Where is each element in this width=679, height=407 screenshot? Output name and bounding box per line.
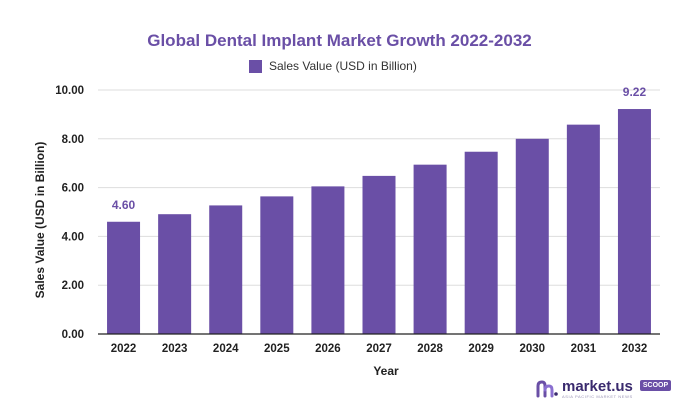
y-tick-label: 0.00 [62,329,84,341]
bar-2026 [311,186,345,334]
market-us-logo-icon [536,380,558,398]
bar-2022 [107,221,141,334]
legend-label: Sales Value (USD in Billion) [269,59,417,73]
y-axis-title: Sales Value (USD in Billion) [33,142,47,299]
x-tick-label: 2031 [571,343,597,355]
bar-2024 [209,205,243,334]
market-us-logo: market.us ASIA PACIFIC MARKET NEWS SCOOP [536,376,672,402]
x-tick-label: 2027 [366,343,392,355]
data-label-2022: 4.60 [112,198,136,212]
bar-2027 [362,175,396,334]
bar-2025 [260,196,294,334]
bar-2031 [566,124,600,334]
bar-2023 [158,214,192,334]
x-axis-title: Year [373,364,399,378]
logo-name: market.us [562,378,633,395]
bar-2030 [515,138,549,334]
logo-badge: SCOOP [639,379,672,391]
x-tick-label: 2023 [162,343,188,355]
chart-title: Global Dental Implant Market Growth 2022… [147,31,532,50]
x-tick-label: 2028 [417,343,443,355]
data-labels: 4.60 9.22 [112,85,647,212]
y-axis-ticks: 0.00 2.00 4.00 6.00 8.00 10.00 [55,85,84,341]
y-tick-label: 2.00 [62,280,84,292]
x-tick-label: 2030 [519,343,545,355]
bars [107,109,651,334]
y-tick-label: 6.00 [62,183,84,195]
x-tick-label: 2024 [213,343,239,355]
y-tick-label: 8.00 [62,134,84,146]
x-tick-label: 2026 [315,343,341,355]
logo-tagline: ASIA PACIFIC MARKET NEWS [562,394,633,399]
chart-legend: Sales Value (USD in Billion) [249,58,417,74]
bar-2028 [413,164,447,334]
legend-swatch [249,59,262,73]
x-axis-ticks: 2022 2023 2024 2025 2026 2027 2028 2029 2030 2031… [111,343,648,355]
x-tick-label: 2032 [622,343,648,355]
x-tick-label: 2022 [111,343,137,355]
bar-2029 [464,151,498,334]
x-tick-label: 2029 [468,343,494,355]
y-tick-label: 10.00 [55,85,84,97]
y-tick-label: 4.00 [62,231,84,243]
data-label-2032: 9.22 [623,85,647,99]
bar-2032 [617,109,651,334]
x-tick-label: 2025 [264,343,290,355]
